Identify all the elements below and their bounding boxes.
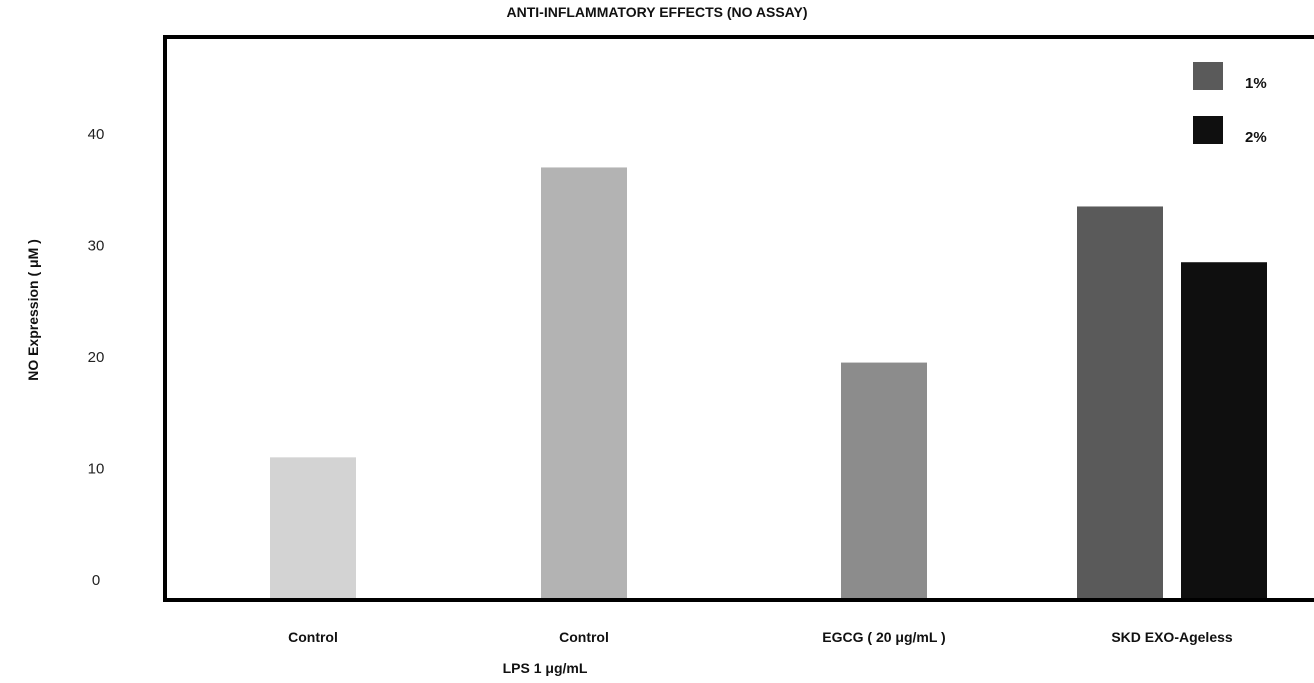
legend-swatch: [1193, 62, 1223, 90]
y-tick-label: 0: [92, 572, 100, 589]
legend-label: 1%: [1245, 75, 1267, 92]
x-tick-label: Control: [559, 629, 609, 645]
bar-2: [841, 362, 927, 598]
bar-0: [270, 457, 356, 598]
x-tick-label: EGCG ( 20 μg/mL ): [822, 629, 945, 645]
legend-swatch: [1193, 116, 1223, 144]
y-tick-label: 20: [88, 349, 105, 366]
bar-2pct-3: [1181, 262, 1267, 598]
legend-label: 2%: [1245, 129, 1267, 146]
y-tick-label: 10: [88, 461, 105, 478]
y-tick-label: 40: [88, 126, 105, 143]
x-tick-label: SKD EXO-Ageless: [1111, 629, 1233, 645]
y-tick-label: 30: [88, 238, 105, 255]
bar-1: [541, 167, 627, 598]
bar-1pct-3: [1077, 206, 1163, 598]
x-tick-label: Control: [288, 629, 338, 645]
x-axis-label: LPS 1 μg/mL: [502, 660, 588, 676]
chart-title: ANTI-INFLAMMATORY EFFECTS (NO ASSAY): [506, 4, 808, 20]
